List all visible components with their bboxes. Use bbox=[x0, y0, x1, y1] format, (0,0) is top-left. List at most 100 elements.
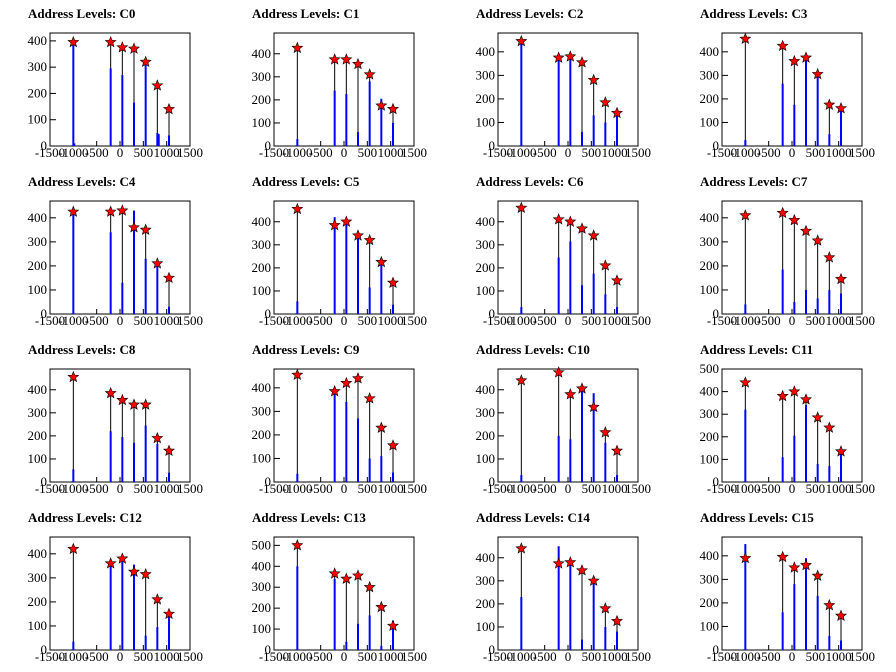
histogram-bar bbox=[744, 140, 747, 146]
peak-marker bbox=[291, 41, 304, 54]
x-tick-label: 500 bbox=[806, 145, 826, 160]
x-tick-label: 1000 bbox=[154, 313, 180, 328]
histogram-bar bbox=[296, 566, 299, 650]
peak-marker bbox=[776, 389, 789, 402]
histogram-bar bbox=[144, 64, 147, 146]
peak-marker bbox=[799, 558, 813, 571]
y-tick-label: 100 bbox=[252, 115, 272, 130]
histogram-bar bbox=[840, 108, 842, 146]
histogram-bar bbox=[592, 580, 595, 650]
peak-marker bbox=[104, 205, 117, 217]
x-tick-label: 500 bbox=[134, 145, 154, 160]
x-tick-label: -1500 bbox=[35, 145, 65, 160]
y-tick-label: 100 bbox=[28, 618, 48, 633]
histogram-bar bbox=[368, 81, 371, 146]
histogram-bar bbox=[744, 304, 747, 314]
y-tick-label: 200 bbox=[700, 429, 720, 444]
histogram-bar bbox=[133, 102, 135, 146]
y-tick-label: 100 bbox=[252, 283, 272, 298]
chart-panel-15: Address Levels: C15 0 100 200 300 400 -1500-10… bbox=[700, 510, 876, 664]
histogram-bar bbox=[156, 132, 159, 146]
x-tick-label: 0 bbox=[117, 313, 124, 328]
panel-title: Address Levels: C11 bbox=[700, 342, 813, 357]
peak-marker bbox=[67, 205, 80, 217]
x-tick-label: -1500 bbox=[259, 649, 289, 664]
peak-marker bbox=[67, 542, 80, 555]
peak-marker bbox=[575, 222, 589, 234]
histogram-bar bbox=[345, 641, 348, 650]
y-tick-label: 300 bbox=[28, 234, 48, 249]
peak-marker bbox=[788, 54, 801, 67]
x-tick-label: 1500 bbox=[401, 481, 427, 496]
x-tick-label: -1000 bbox=[506, 649, 536, 664]
x-tick-label: 1000 bbox=[826, 145, 852, 160]
peak-marker bbox=[351, 569, 365, 581]
histogram-bar bbox=[144, 258, 147, 314]
y-tick-label: 0 bbox=[265, 642, 272, 657]
x-tick-label: -500 bbox=[309, 145, 333, 160]
histogram-bar bbox=[380, 456, 383, 482]
x-tick-label: 0 bbox=[117, 481, 124, 496]
x-tick-label: -500 bbox=[85, 649, 109, 664]
y-tick-label: 200 bbox=[28, 594, 48, 609]
x-tick-label: 500 bbox=[358, 145, 378, 160]
x-tick-label: 1500 bbox=[849, 649, 875, 664]
y-tick-label: 400 bbox=[476, 44, 496, 59]
x-tick-label: 0 bbox=[341, 649, 348, 664]
histogram-bar bbox=[380, 645, 383, 650]
x-tick-label: -1000 bbox=[730, 145, 760, 160]
peak-marker bbox=[386, 619, 400, 632]
x-tick-label: -1000 bbox=[282, 481, 312, 496]
histogram-bar bbox=[72, 211, 75, 314]
peak-marker bbox=[340, 572, 353, 584]
x-tick-label: -1000 bbox=[506, 313, 536, 328]
y-tick-label: 200 bbox=[252, 600, 272, 615]
x-tick-label: -1500 bbox=[707, 313, 737, 328]
peak-marker bbox=[67, 370, 80, 383]
peak-marker bbox=[823, 251, 836, 263]
histogram-bar bbox=[592, 273, 595, 314]
peak-marker bbox=[599, 96, 612, 108]
chart-panel-13: Address Levels: C13 0 100 200 300 400 500 -1500… bbox=[252, 510, 428, 664]
histogram-bar bbox=[392, 620, 394, 650]
y-tick-label: 100 bbox=[700, 282, 720, 297]
y-tick-label: 400 bbox=[28, 33, 48, 48]
histogram-bar bbox=[109, 232, 112, 314]
peak-marker bbox=[587, 73, 600, 86]
peak-marker bbox=[162, 607, 176, 620]
histogram-bar bbox=[805, 289, 807, 314]
histogram-bar bbox=[168, 306, 170, 314]
panel-title: Address Levels: C10 bbox=[476, 342, 590, 357]
peak-marker bbox=[811, 67, 824, 80]
y-tick-label: 100 bbox=[28, 112, 48, 127]
histogram-bar bbox=[828, 635, 831, 650]
x-tick-label: -1000 bbox=[282, 313, 312, 328]
histogram-bar bbox=[144, 425, 147, 482]
peak-marker bbox=[834, 609, 848, 621]
x-tick-label: 1000 bbox=[378, 649, 404, 664]
histogram-bar bbox=[828, 134, 831, 146]
histogram-bar bbox=[333, 217, 336, 314]
panel-title: Address Levels: C0 bbox=[28, 6, 135, 21]
chart-panel-10: Address Levels: C10 0 100 200 300 400 -1500-10… bbox=[476, 342, 652, 496]
histogram-bar bbox=[368, 615, 371, 650]
peak-marker bbox=[811, 411, 824, 423]
histogram-bar bbox=[604, 122, 607, 146]
x-tick-label: 1500 bbox=[177, 481, 203, 496]
x-tick-label: 500 bbox=[582, 145, 602, 160]
y-tick-label: 500 bbox=[700, 361, 720, 376]
histogram-bar bbox=[581, 131, 583, 146]
histogram-bar bbox=[828, 466, 831, 482]
histogram-bar bbox=[781, 457, 784, 482]
histogram-bar bbox=[744, 409, 747, 482]
x-tick-label: -1000 bbox=[58, 481, 88, 496]
peak-marker bbox=[375, 99, 388, 111]
y-tick-label: 0 bbox=[713, 474, 720, 489]
peak-marker bbox=[328, 53, 341, 65]
y-tick-label: 300 bbox=[700, 571, 720, 586]
y-tick-label: 400 bbox=[28, 546, 48, 561]
x-tick-label: 0 bbox=[565, 313, 572, 328]
peak-marker bbox=[139, 398, 152, 410]
histogram-bar bbox=[168, 135, 170, 146]
histogram-bar bbox=[569, 562, 572, 650]
